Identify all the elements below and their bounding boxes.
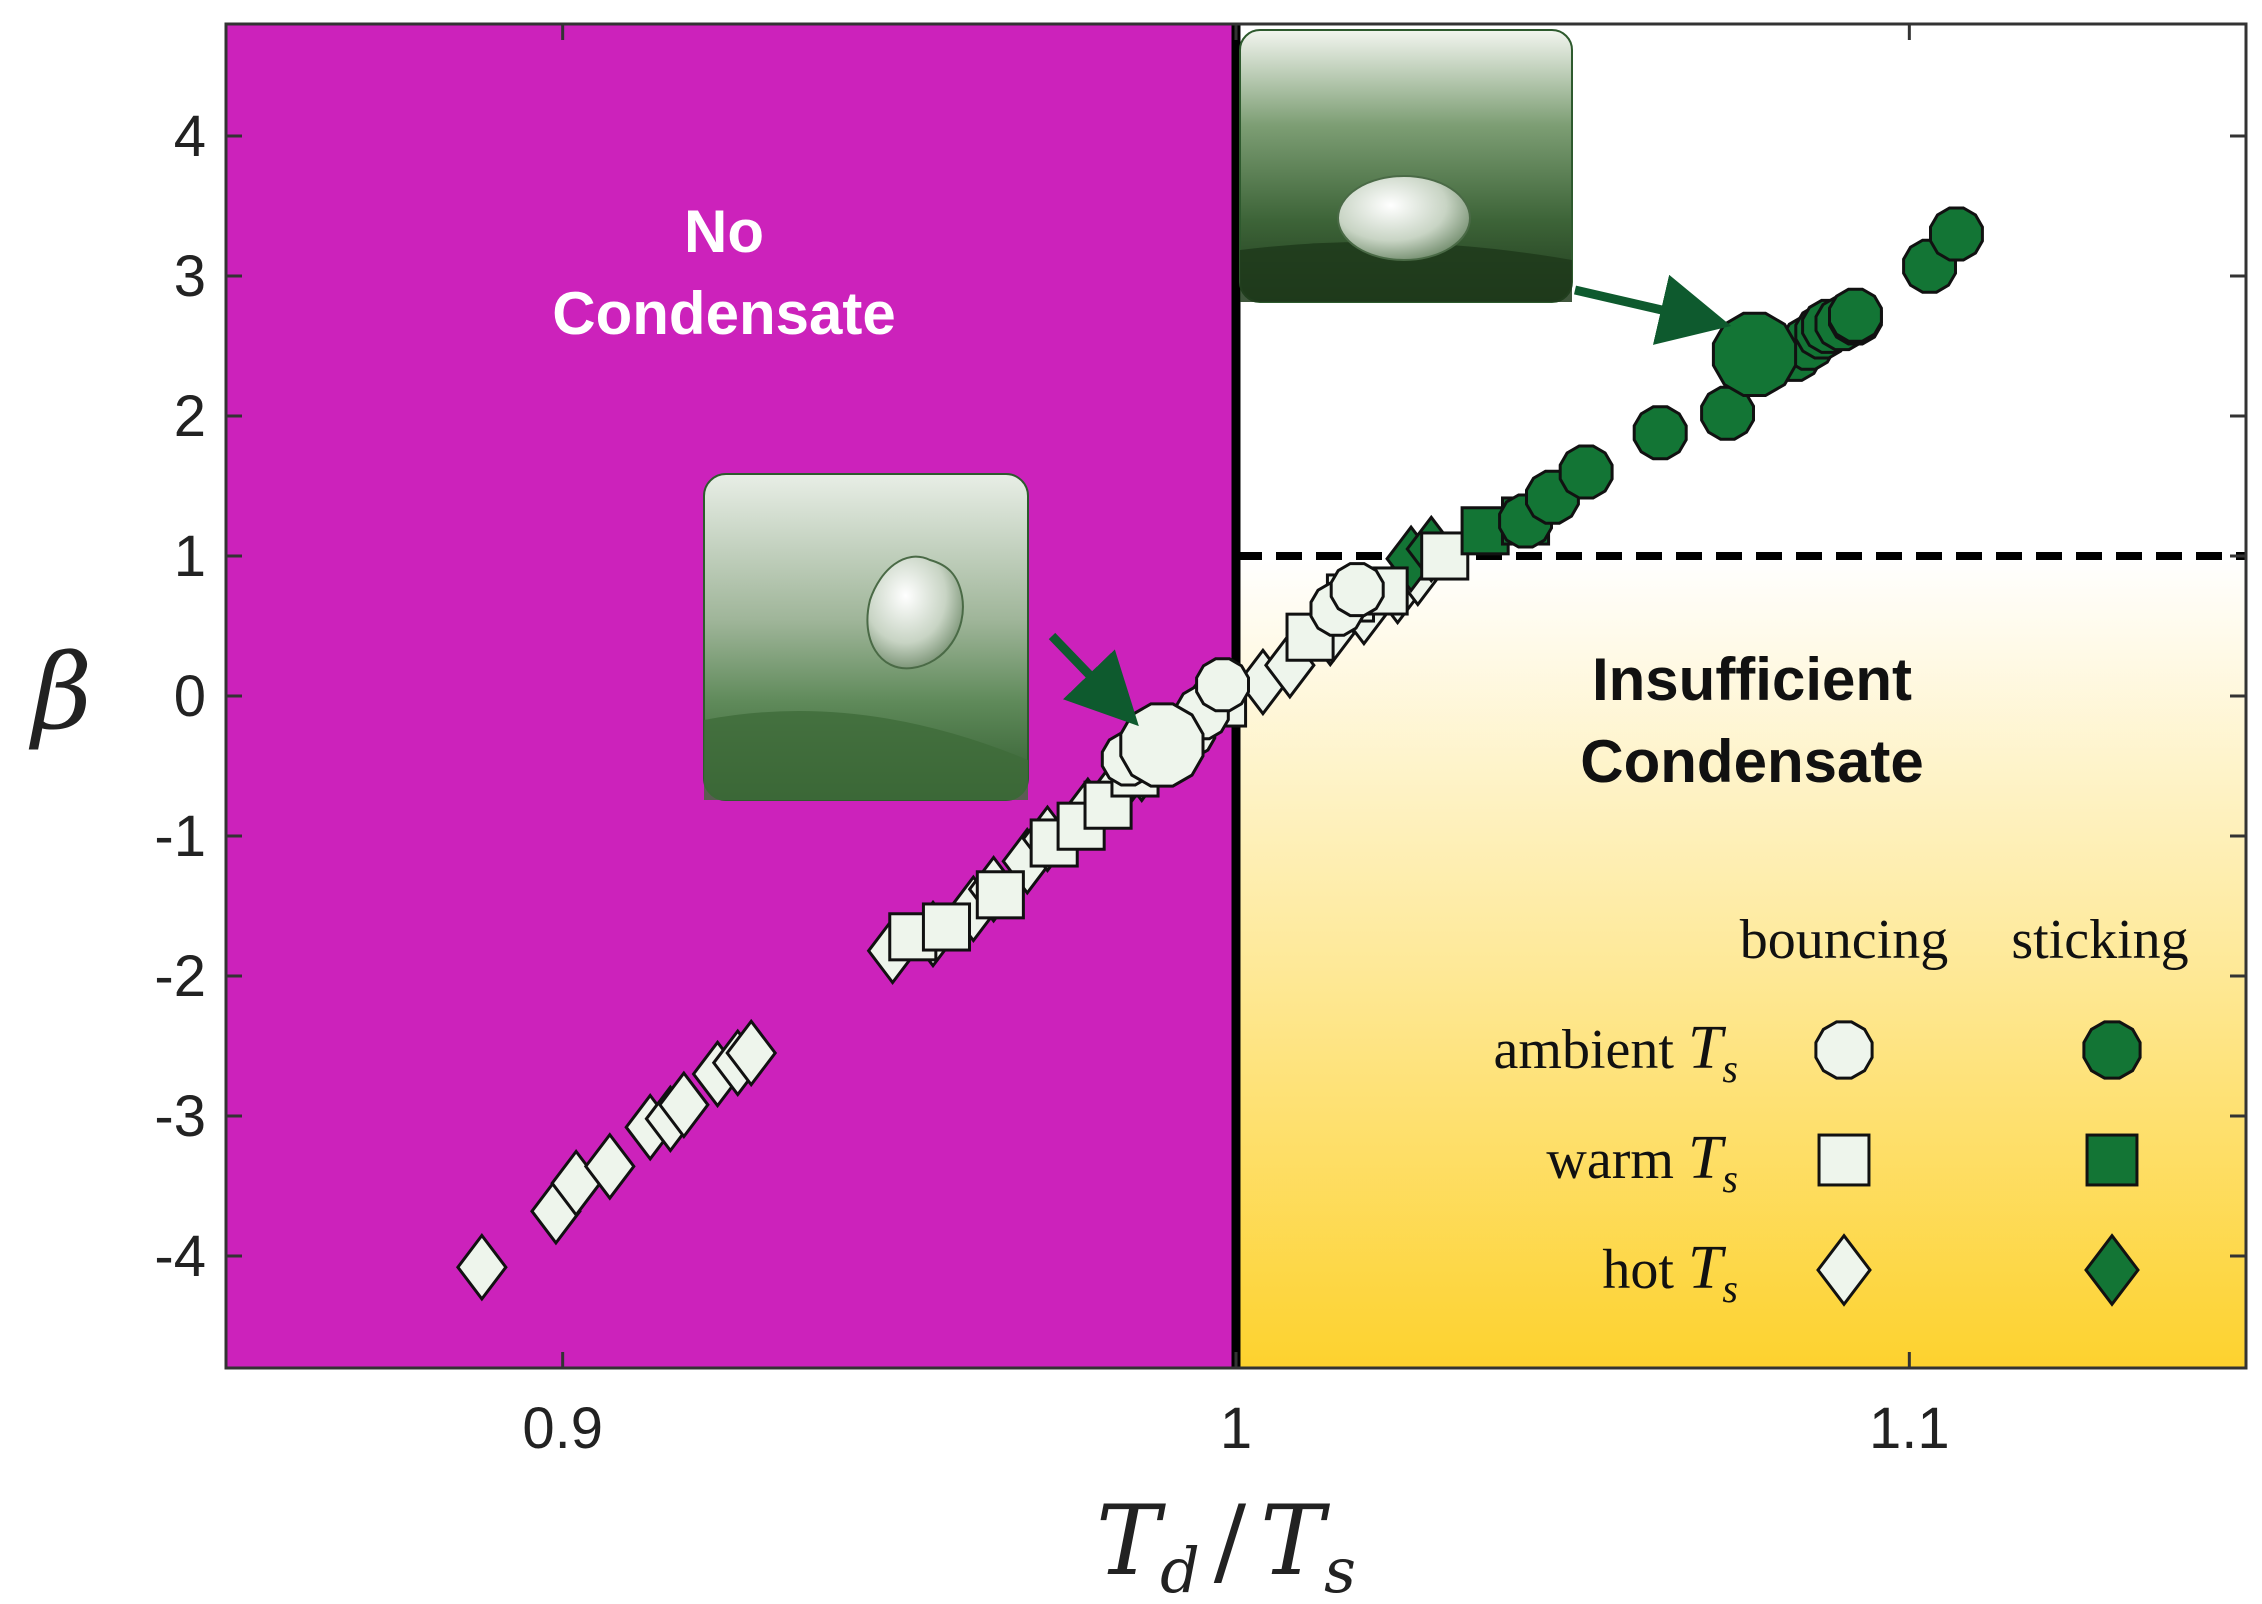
data-point-square-bouncing — [975, 870, 1025, 920]
x-axis-title-base: T — [1096, 1485, 1166, 1597]
insufficient-condensate-label-line: Condensate — [1580, 728, 1923, 795]
insufficient-condensate-label-line: Insufficient — [1592, 646, 1912, 713]
y-tick-label: -2 — [154, 944, 206, 1009]
highlighted-data-point-sticking — [1711, 311, 1798, 397]
legend-marker-square-sticking — [2085, 1133, 2139, 1187]
x-tick-label: 1.1 — [1869, 1396, 1950, 1461]
insufficient-condensate-label: Insufficient Condensate — [1580, 646, 1923, 795]
insufficient-condensate-region — [1236, 556, 2246, 1368]
legend-marker-diamond-sticking — [2084, 1233, 2140, 1307]
legend-header-bouncing: bouncing — [1740, 909, 1948, 971]
y-axis-title: β — [28, 631, 92, 753]
data-point-circle-sticking — [1558, 444, 1614, 500]
highlighted-data-point-bouncing — [1119, 702, 1205, 788]
legend-marker-diamond-bouncing — [1816, 1233, 1872, 1307]
data-point-diamond-bouncing — [725, 1018, 778, 1088]
y-tick-label: 1 — [174, 524, 206, 589]
data-point-circle-sticking — [1929, 206, 1984, 262]
legend-header-sticking: sticking — [2011, 909, 2188, 971]
x-axis-title-sub2: s — [1324, 1534, 1356, 1604]
y-tick-label: -3 — [154, 1084, 206, 1149]
data-point-square-bouncing — [921, 902, 972, 952]
x-tick-label: 1 — [1220, 1396, 1252, 1461]
axis-ticks: 0.9 1 1.1 4 3 2 1 0 -1 -2 -3 -4 — [154, 24, 2246, 1461]
legend-label-hot: hot Ts — [1602, 1234, 1738, 1311]
leaf-surface — [704, 711, 1028, 800]
leaf-surface — [1240, 242, 1572, 302]
data-point-circle-sticking — [1632, 405, 1688, 461]
legend-label-subscript: s — [1722, 1156, 1738, 1201]
legend-label-ambient: ambient Ts — [1494, 1014, 1738, 1091]
bouncing-photo-arrow — [1048, 632, 1139, 727]
sticking-droplet-photo — [1239, 29, 1732, 345]
y-tick-label: -4 — [154, 1224, 206, 1289]
legend-marker-circle-bouncing — [1814, 1020, 1874, 1080]
x-axis-title-slash: / — [1214, 1485, 1247, 1597]
legend-marker-circle-sticking — [2082, 1020, 2142, 1080]
x-axis-title: Td / Ts — [1096, 1485, 1356, 1604]
data-points — [455, 206, 1984, 1302]
no-condensate-label-line: Condensate — [552, 280, 895, 347]
legend-label-symbol: T — [1688, 1234, 1727, 1302]
y-tick-label: -1 — [154, 804, 206, 869]
data-point-square-bouncing — [1420, 531, 1470, 581]
legend-label-subscript: s — [1722, 1266, 1738, 1311]
legend-label-word: ambient — [1494, 1019, 1688, 1081]
data-point-circle-bouncing — [1329, 562, 1385, 618]
droplet-photo-insets — [703, 29, 1732, 801]
y-tick-label: 0 — [174, 664, 206, 729]
data-point-diamond-bouncing — [583, 1132, 636, 1201]
data-point-circle-bouncing — [1195, 657, 1250, 713]
x-tick-label: 0.9 — [522, 1396, 603, 1461]
y-tick-label: 3 — [174, 244, 206, 309]
bouncing-droplet-photo — [703, 473, 1139, 801]
legend-label-symbol: T — [1688, 1014, 1727, 1082]
x-axis-title-sub1: d — [1160, 1534, 1200, 1604]
sticking-photo-arrow — [1573, 274, 1732, 345]
droplet-shape — [1337, 175, 1471, 261]
droplet-shape — [866, 555, 964, 670]
y-tick-label: 2 — [174, 384, 206, 449]
legend-marker-square-bouncing — [1817, 1133, 1871, 1187]
legend-label-symbol: T — [1688, 1124, 1727, 1192]
data-point-circle-sticking — [1828, 287, 1883, 343]
legend-label-word: hot — [1602, 1239, 1688, 1301]
legend-label-subscript: s — [1722, 1046, 1738, 1091]
no-condensate-label: No Condensate — [552, 198, 895, 347]
legend-label-warm: warm Ts — [1546, 1124, 1738, 1201]
data-point-diamond-bouncing — [455, 1233, 508, 1302]
no-condensate-label-line: No — [684, 198, 764, 265]
legend-label-word: warm — [1546, 1129, 1688, 1191]
y-tick-label: 4 — [174, 104, 206, 169]
x-axis-title-base2: T — [1260, 1485, 1330, 1597]
region-labels: No Condensate Insufficient Condensate — [552, 198, 1923, 795]
data-point-diamond-bouncing — [657, 1070, 710, 1139]
